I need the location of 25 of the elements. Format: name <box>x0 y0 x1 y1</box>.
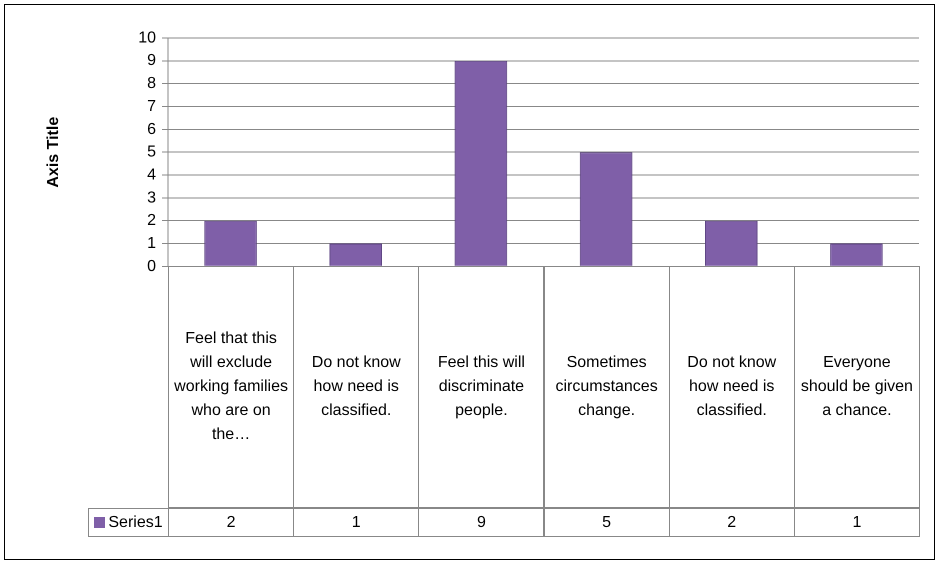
y-tick-label: 3 <box>147 189 156 206</box>
x-tick-label: Everyone should be given a chance. <box>794 266 920 508</box>
y-tick-label: 2 <box>147 212 156 230</box>
y-tick-label: 0 <box>147 258 156 275</box>
y-tick-label: 10 <box>138 29 156 46</box>
y-tick-label: 5 <box>147 144 156 161</box>
data-label: 1 <box>794 508 920 538</box>
y-axis-title: Axis Title <box>45 116 62 188</box>
y-tick-label: 7 <box>147 98 156 115</box>
y-tick-label: 4 <box>147 166 156 184</box>
x-tick-label: Sometimes circumstances change. <box>544 266 670 508</box>
data-label: 1 <box>293 508 420 538</box>
data-label: 2 <box>168 508 294 538</box>
y-tick-label: 9 <box>147 52 156 70</box>
x-tick-label: Feel that this will exclude working families who are on the… <box>168 266 294 508</box>
data-label: 2 <box>668 508 795 538</box>
legend-label: Series1 <box>108 512 163 533</box>
y-tick-label: 8 <box>147 75 156 92</box>
data-label: 9 <box>418 508 544 538</box>
x-tick-label: Do not know how need is classified. <box>293 266 420 508</box>
data-label: 5 <box>544 508 670 538</box>
y-tick-label: 1 <box>147 234 156 252</box>
y-tick-label: 6 <box>147 120 156 138</box>
x-tick-label: Do not know how need is classified. <box>668 266 795 508</box>
x-tick-label: Feel this will discriminate people. <box>418 266 544 508</box>
